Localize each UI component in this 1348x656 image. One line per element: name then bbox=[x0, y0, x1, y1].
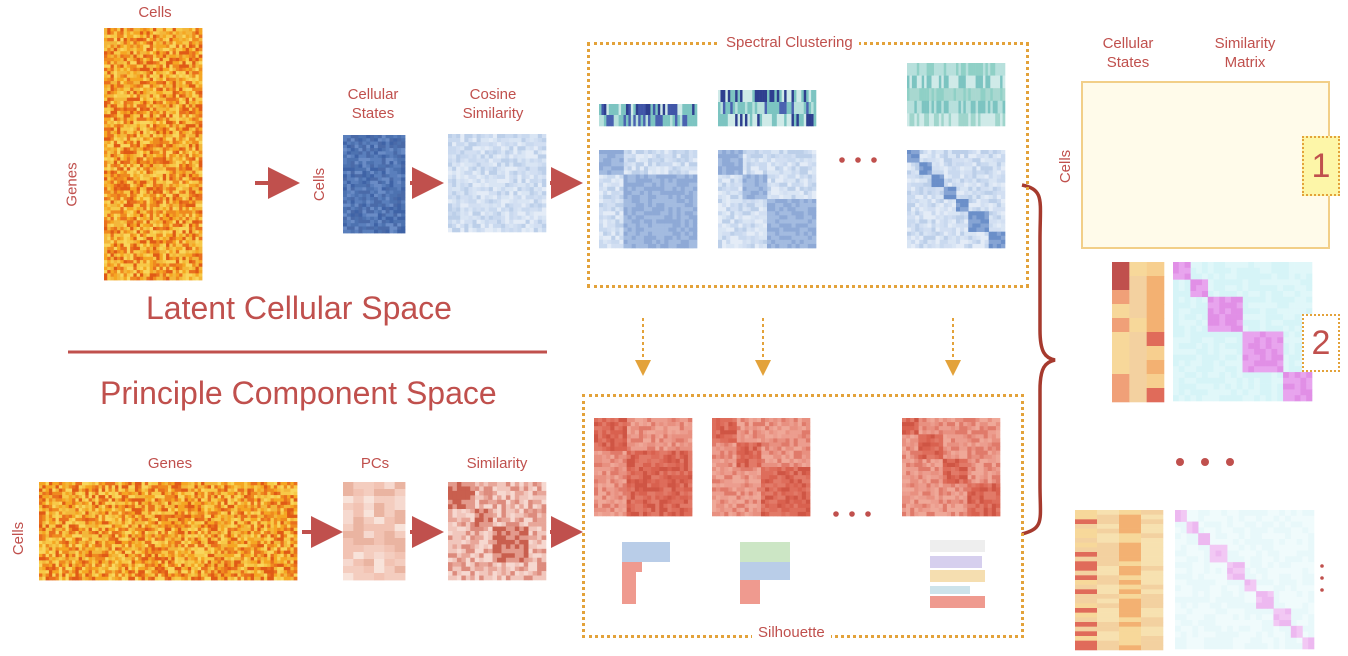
bottom-genes-label: Genes bbox=[147, 455, 193, 472]
cellular-states-heatmap bbox=[343, 135, 406, 234]
ellipsis-silhouette bbox=[833, 511, 871, 517]
spectral-matrix-2 bbox=[718, 150, 817, 249]
ellipsis-ranked bbox=[1176, 458, 1234, 466]
cluster-bar-2 bbox=[718, 90, 817, 127]
spectral-matrix-3 bbox=[907, 150, 1006, 249]
silhouette-box bbox=[582, 394, 1024, 638]
genes-cells-heatmap-bottom bbox=[39, 482, 298, 581]
ellipsis-spectral bbox=[839, 157, 877, 163]
top-cells-label: Cells bbox=[138, 4, 172, 21]
ellipsis-vertical bbox=[1320, 564, 1324, 592]
merge-brace bbox=[1021, 183, 1056, 536]
latent-space-title: Latent Cellular Space bbox=[146, 290, 452, 326]
spectral-matrix-1 bbox=[599, 150, 698, 249]
spectral-clustering-box bbox=[587, 42, 1029, 288]
similarity-label: Similarity bbox=[466, 455, 528, 472]
bottom-cells-label: Cells bbox=[10, 521, 28, 556]
silhouette-plot-1 bbox=[622, 542, 670, 604]
pcs-label: PCs bbox=[360, 455, 390, 472]
right-cellular-states-label: Cellular States bbox=[1102, 35, 1154, 71]
cosine-similarity-label: Cosine Similarity bbox=[462, 86, 524, 122]
cluster-bar-1 bbox=[599, 104, 698, 127]
pcs-heatmap bbox=[343, 482, 406, 581]
top-genes-label: Genes bbox=[63, 162, 81, 207]
cosine-similarity-matrix bbox=[448, 134, 547, 233]
rank-2-badge: 2 bbox=[1302, 314, 1340, 372]
spectral-clustering-title: Spectral Clustering bbox=[720, 34, 859, 51]
silhouette-plot-3 bbox=[930, 540, 985, 608]
ranked-states-2 bbox=[1112, 262, 1165, 403]
ranked-states-3 bbox=[1075, 510, 1164, 651]
silhouette-matrix-2 bbox=[712, 418, 811, 517]
ranked-similarity-3 bbox=[1175, 510, 1315, 650]
genes-cells-heatmap-top bbox=[104, 28, 203, 281]
top-ranked-panel bbox=[1081, 81, 1330, 249]
rank-1-badge: 1 bbox=[1302, 136, 1340, 196]
pc-similarity-matrix bbox=[448, 482, 547, 581]
pca-space-title: Principle Component Space bbox=[100, 375, 497, 411]
cellular-states-label: Cellular States bbox=[347, 86, 399, 122]
cluster-bar-3 bbox=[907, 63, 1006, 127]
silhouette-matrix-1 bbox=[594, 418, 693, 517]
silhouette-plot-2 bbox=[740, 542, 790, 604]
silhouette-title: Silhouette bbox=[752, 624, 831, 641]
ranked-similarity-2 bbox=[1173, 262, 1313, 402]
right-cells-label: Cells bbox=[1057, 149, 1075, 184]
right-similarity-matrix-label: Similarity Matrix bbox=[1214, 35, 1276, 71]
top-mid-cells-label: Cells bbox=[311, 167, 329, 202]
silhouette-matrix-3 bbox=[902, 418, 1001, 517]
